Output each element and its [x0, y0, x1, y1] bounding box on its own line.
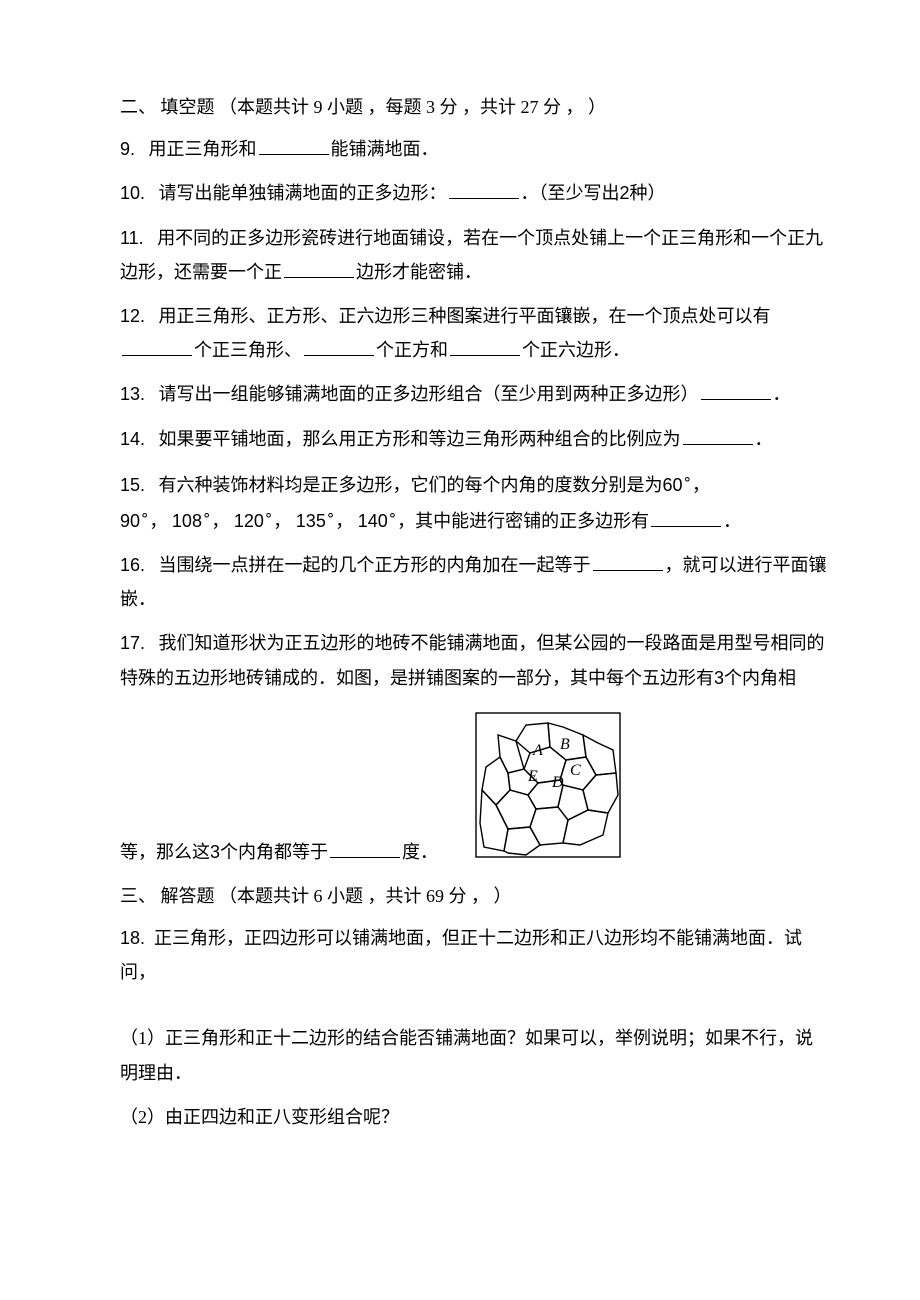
question-16: 16. 当围绕一点拼在一起的几个正方形的内角加在一起等于，就可以进行平面镶嵌． — [120, 548, 830, 616]
q14-text-b: ． — [755, 429, 773, 449]
q14-text-a: 如果要平铺地面，那么用正方形和等边三角形两种组合的比例应为 — [159, 429, 681, 449]
q13-text-b: ． — [773, 384, 791, 404]
q9-num: 9. — [120, 139, 135, 159]
label-E: E — [527, 768, 538, 785]
section-2-header: 二、 填空题 （本题共计 9 小题 ，每题 3 分 ，共计 27 分 ， ） — [120, 90, 830, 124]
q10-two: 2 — [620, 183, 630, 203]
q17-blank — [330, 839, 400, 858]
q10-text-b: ．（至少写出 — [521, 183, 620, 203]
q17-left-text: 等，那么这3个内角都等于 度． — [120, 835, 438, 869]
q12-text-b: 个正三角形、 — [194, 340, 302, 360]
q10-text-c: 种） — [630, 183, 666, 203]
q17-num: 17. — [120, 633, 145, 653]
question-9: 9. 用正三角形和 能铺满地面． — [120, 132, 830, 166]
q11-num: 11. — [120, 228, 144, 248]
q15-c4: ， — [273, 511, 291, 531]
q18-part2: （2）由正四边和正八变形组合呢？ — [120, 1100, 830, 1134]
q12-num: 12. — [120, 306, 145, 326]
q16-num: 16. — [120, 555, 145, 575]
question-17: 17. 我们知道形状为正五边形的地砖不能铺满地面，但某公园的一段路面是用型号相同… — [120, 626, 830, 694]
q11-text-b: 边形才能密铺． — [356, 262, 482, 282]
question-12: 12. 用正三角形、正方形、正六边形三种图案进行平面镶嵌，在一个顶点处可以有个正… — [120, 299, 830, 367]
q11-blank — [284, 259, 354, 278]
question-10: 10. 请写出能单独铺满地面的正多边形： ．（至少写出2种） — [120, 176, 830, 210]
section-3-header: 三、 解答题 （本题共计 6 小题 ，共计 69 分 ， ） — [120, 879, 830, 913]
q15-c5: ， — [335, 511, 353, 531]
question-14: 14. 如果要平铺地面，那么用正方形和等边三角形两种组合的比例应为 ． — [120, 422, 830, 456]
q12-text-a: 用正三角形、正方形、正六边形三种图案进行平面镶嵌，在一个顶点处可以有 — [159, 306, 771, 326]
q18-part1: （1）正三角形和正十二边形的结合能否铺满地面？如果可以，举例说明；如果不行，说明… — [120, 1021, 830, 1089]
q18-part1-text: （1）正三角形和正十二边形的结合能否铺满地面？如果可以，举例说明；如果不行，说明… — [120, 1028, 813, 1082]
q13-text-a: 请写出一组能够铺满地面的正多边形组合（至少用到两种正多边形） — [159, 384, 699, 404]
q12-text-c: 个正方和 — [376, 340, 448, 360]
q15-d6: 140 — [358, 511, 388, 531]
question-13: 13. 请写出一组能够铺满地面的正多边形组合（至少用到两种正多边形） ． — [120, 377, 830, 411]
q14-num: 14. — [120, 429, 145, 449]
q17-text-d: 个内角都等于 — [220, 842, 328, 862]
question-15: 15. 有六种装饰材料均是正多边形，它们的每个内角的度数分别是为60∘， 90∘… — [120, 466, 830, 538]
pentagon-tiling-icon: A B C D E — [468, 705, 628, 865]
section-3-header-text: 三、 解答题 （本题共计 6 小题 ，共计 69 分 ， ） — [120, 886, 512, 906]
q9-text-a: 用正三角形和 — [149, 139, 257, 159]
q15-blank — [651, 508, 721, 527]
q10-num: 10. — [120, 183, 145, 203]
q9-blank — [259, 136, 329, 155]
q15-text-c: ． — [723, 511, 741, 531]
q13-num: 13. — [120, 384, 145, 404]
q10-text-a: 请写出能单独铺满地面的正多边形： — [159, 183, 447, 203]
q15-c2: ， — [149, 511, 167, 531]
deg-icon: ∘ — [388, 508, 397, 524]
q15-d1: 60 — [663, 475, 683, 495]
q18-num: 18. — [120, 928, 145, 948]
deg-icon: ∘ — [326, 508, 335, 524]
q15-text-a: 有六种装饰材料均是正多边形，它们的每个内角的度数分别是为 — [159, 475, 663, 495]
q15-d5: 135 — [296, 511, 326, 531]
q15-text-b: ，其中能进行密铺的正多边形有 — [397, 511, 649, 531]
deg-icon: ∘ — [140, 508, 149, 524]
label-D: D — [551, 774, 564, 791]
deg-icon: ∘ — [683, 472, 692, 488]
spacer — [120, 999, 830, 1021]
q15-d2: 90 — [120, 511, 140, 531]
q15-num: 15. — [120, 475, 145, 495]
q17-three: 3 — [714, 668, 724, 688]
q9-text-b: 能铺满地面． — [331, 139, 439, 159]
q15-c1: ， — [692, 475, 710, 495]
q15-d3: 108 — [172, 511, 202, 531]
q12-blank-1 — [122, 337, 192, 356]
label-A: A — [532, 742, 543, 759]
q17-figure: A B C D E — [468, 705, 628, 865]
q16-text-a: 当围绕一点拼在一起的几个正方形的内角加在一起等于 — [159, 555, 591, 575]
q12-blank-2 — [304, 337, 374, 356]
question-18: 18. 正三角形，正四边形可以铺满地面，但正十二边形和正八边形均不能铺满地面．试… — [120, 921, 830, 989]
deg-icon: ∘ — [264, 508, 273, 524]
q14-blank — [683, 426, 753, 445]
deg-icon: ∘ — [202, 508, 211, 524]
q12-text-d: 个正六边形． — [522, 340, 630, 360]
q13-blank — [701, 381, 771, 400]
q15-c3: ， — [211, 511, 229, 531]
label-C: C — [570, 762, 581, 779]
q16-blank — [593, 552, 663, 571]
q15-d4: 120 — [234, 511, 264, 531]
q17-text-c: 等，那么这 — [120, 842, 210, 862]
q18-text-a: 正三角形，正四边形可以铺满地面，但正十二边形和正八边形均不能铺满地面．试问， — [120, 928, 802, 982]
q17-text-e: 度． — [402, 842, 438, 862]
section-2-header-text: 二、 填空题 （本题共计 9 小题 ，每题 3 分 ，共计 27 分 ， ） — [120, 97, 606, 117]
q18-part2-text: （2）由正四边和正八变形组合呢？ — [120, 1107, 399, 1127]
q17-three2: 3 — [210, 842, 220, 862]
q17-text-b: 个内角相 — [724, 668, 796, 688]
label-B: B — [560, 736, 570, 753]
question-11: 11. 用不同的正多边形瓷砖进行地面铺设，若在一个顶点处铺上一个正三角形和一个正… — [120, 221, 830, 289]
q17-figure-row: 等，那么这3个内角都等于 度． — [120, 705, 830, 869]
q12-blank-3 — [450, 337, 520, 356]
q10-blank — [449, 180, 519, 199]
